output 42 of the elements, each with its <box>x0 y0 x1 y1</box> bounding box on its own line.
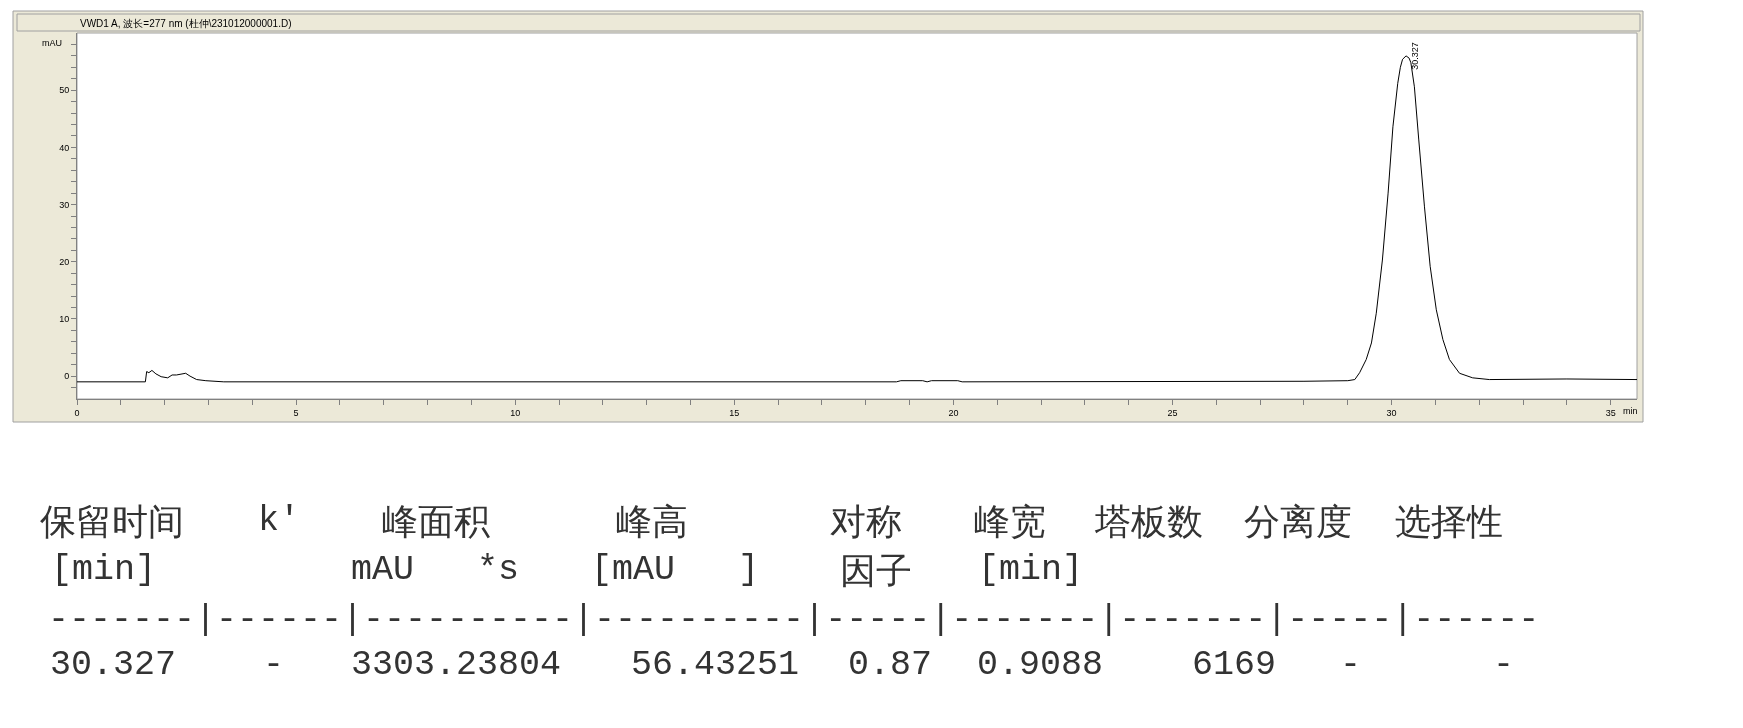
text: 6169 <box>1192 645 1277 685</box>
y-tick-label: 50 <box>59 85 70 96</box>
x-axis-title: min <box>1623 406 1638 416</box>
text: 选择性 <box>1395 501 1503 542</box>
text: mAU *s <box>351 550 520 590</box>
x-tick-label: 20 <box>948 407 959 418</box>
y-tick-label: 30 <box>59 199 70 210</box>
text: - <box>263 645 285 685</box>
text: - <box>1493 645 1515 685</box>
y-tick-label: 40 <box>59 142 70 153</box>
text: 峰高 <box>616 501 688 542</box>
x-tick-label: 10 <box>510 407 521 418</box>
x-tick-label: 5 <box>293 407 299 418</box>
text: 因子 <box>840 550 912 591</box>
y-axis-title: mAU <box>42 38 62 48</box>
text: 对称 <box>830 501 902 542</box>
text: 保留时间 <box>40 501 184 542</box>
text: 3303.23804 <box>351 645 562 685</box>
y-tick-label: 20 <box>59 256 70 267</box>
x-tick-label: 25 <box>1167 407 1178 418</box>
y-tick-label: 0 <box>64 371 70 382</box>
text: 0.87 <box>848 645 933 685</box>
text: [min] <box>978 550 1084 590</box>
text: 56.43251 <box>631 645 800 685</box>
text: [mAU ] <box>591 550 760 590</box>
text: 峰宽 <box>974 501 1046 542</box>
annotation: 30.327 <box>1410 42 1421 70</box>
chart-title: VWD1 A, 波长=277 nm (杜仲\231012000001.D) <box>80 17 292 29</box>
x-tick-label: 35 <box>1605 407 1616 418</box>
y-tick-label: 10 <box>59 314 70 325</box>
x-tick-label: 15 <box>729 407 740 418</box>
text: 分离度 <box>1244 501 1352 542</box>
x-tick-label: 0 <box>74 407 80 418</box>
text: 塔板数 <box>1094 501 1203 542</box>
text: -------|------|----------|----------|-----|-------|-------|-----|------ <box>48 600 1540 640</box>
text: 峰面积 <box>382 501 490 542</box>
x-tick-label: 30 <box>1386 407 1397 418</box>
text: 30.327 <box>50 645 177 685</box>
text: k' <box>258 501 301 541</box>
text: [min] <box>51 550 157 590</box>
text: - <box>1340 645 1362 685</box>
text: 0.9088 <box>977 645 1104 685</box>
